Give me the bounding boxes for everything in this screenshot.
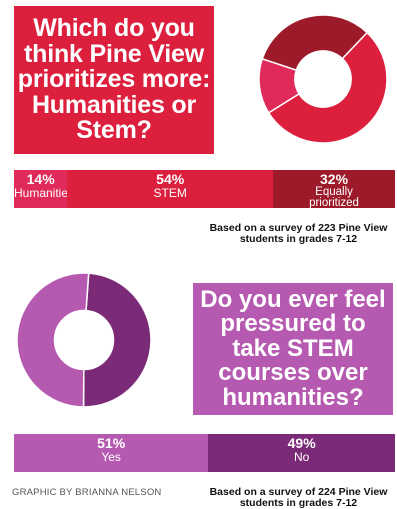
chart-2-slice-no: [82, 272, 152, 408]
chart-1-slice-stem: [267, 31, 388, 144]
chart-2-bar-segment-yes: 51% Yes: [14, 434, 209, 472]
chart-2-donut: [16, 272, 152, 408]
chart-2-slice-yes: [16, 272, 90, 408]
chart-1-value-label-equally-prioritized: 32%: [320, 171, 349, 187]
chart-2-bar-segment-no: 49% No: [208, 434, 395, 472]
chart-1-note: Based on a survey of 223 Pine View stude…: [209, 222, 388, 245]
graphic-credit: GRAPHIC BY BRIANNA NELSON: [12, 487, 162, 498]
chart-1-category-label-equally-prioritized: Equally prioritized: [309, 186, 359, 209]
chart-2-bar: 51% Yes 49% No: [14, 434, 395, 472]
chart-1-bar: 14% Humanities 54% STEM 32% Equally prioritiz…: [14, 170, 395, 209]
chart-1-bar-segment-humanities: 14% Humanities: [14, 170, 75, 208]
chart-1-donut: [258, 14, 388, 144]
chart-1-slice-equally-prioritized: [261, 14, 369, 72]
chart-1-value-label-humanities: 14%: [26, 171, 55, 187]
chart-1-title: Which do you think Pine View prioritizes…: [14, 6, 214, 154]
chart-2-category-label-yes: Yes: [101, 450, 121, 464]
chart-2-value-label-no: 49%: [287, 435, 316, 451]
chart-2-value-label-yes: 51%: [97, 435, 126, 451]
chart-1-bar-segment-stem: 54% STEM: [67, 170, 274, 208]
chart-2-note: Based on a survey of 224 Pine View stude…: [209, 486, 388, 509]
chart-1-bar-segment-equally-prioritized: 32% Equally prioritized: [273, 170, 395, 209]
chart-1-category-label-stem: STEM: [153, 186, 187, 200]
chart-1-value-label-stem: 54%: [156, 171, 185, 187]
chart-2-title: Do you ever feel pressured to take STEM …: [193, 283, 393, 415]
chart-1-category-label-humanities: Humanities: [14, 186, 75, 200]
chart-2-category-label-no: No: [293, 450, 310, 464]
